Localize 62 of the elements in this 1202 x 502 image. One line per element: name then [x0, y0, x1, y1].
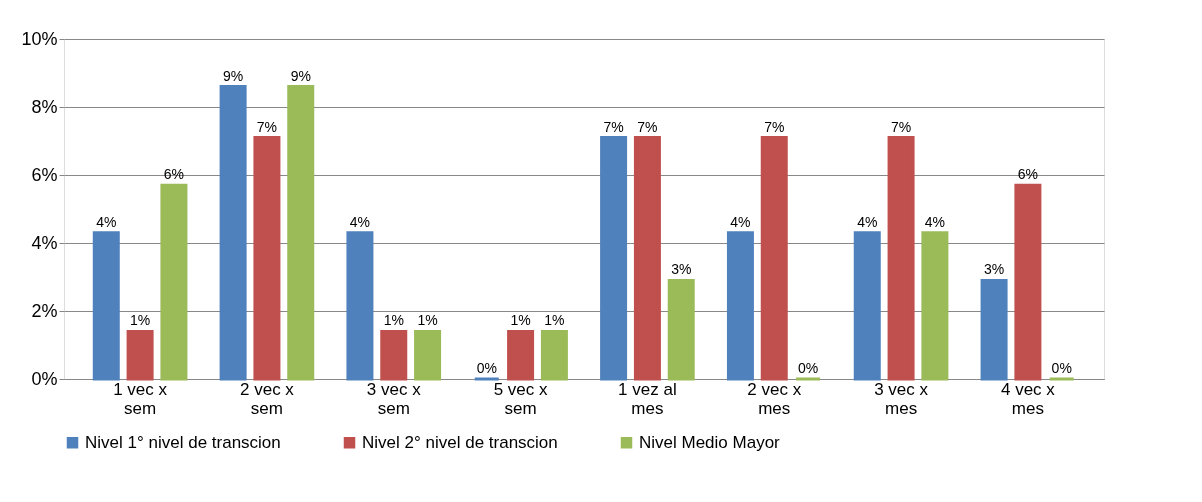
bar [853, 231, 881, 381]
bar [160, 183, 188, 381]
y-tick-label: 0% [31, 368, 58, 389]
bar [219, 85, 247, 381]
bar [980, 278, 1008, 381]
data-label: 1% [417, 312, 438, 329]
bar [126, 329, 154, 381]
y-tick-label: 6% [31, 164, 58, 185]
data-label: 3% [671, 261, 692, 278]
data-label: 0% [1051, 360, 1072, 376]
data-label: 0% [797, 360, 819, 376]
data-label: 4% [96, 213, 117, 230]
bar [507, 329, 535, 381]
x-tick-label: 2 vec x mes [747, 379, 802, 418]
y-tick-label: 2% [31, 300, 58, 321]
bar [287, 85, 315, 381]
x-tick-label: 1 vez al mes [618, 379, 677, 418]
legend-label: Nivel 2° nivel de transcion [362, 432, 558, 452]
x-tick-label: 2 vec x sem [240, 379, 295, 418]
bar [633, 136, 661, 381]
x-tick-label: 1 vec x sem [113, 379, 168, 418]
data-label: 4% [730, 213, 751, 230]
bar [726, 231, 754, 381]
data-label: 6% [163, 166, 185, 183]
data-label: 9% [222, 67, 244, 84]
data-label: 7% [637, 118, 658, 135]
data-label: 1% [383, 312, 404, 329]
x-tick-label: 4 vec x mes [1000, 379, 1056, 418]
data-label: 0% [476, 360, 497, 376]
bar [667, 278, 695, 381]
bar [887, 136, 915, 381]
y-tick-label: 4% [31, 232, 58, 253]
bar [540, 329, 568, 381]
data-label: 1% [510, 312, 531, 329]
bar [380, 329, 408, 381]
data-label: 7% [764, 118, 785, 135]
data-label: 3% [983, 261, 1005, 278]
legend-label: Nivel Medio Mayor [639, 432, 781, 452]
bar [253, 136, 281, 381]
data-label: 7% [603, 118, 624, 135]
data-label: 9% [290, 67, 311, 84]
y-tick-label: 10% [21, 28, 58, 49]
bar [414, 329, 442, 381]
data-label: 1% [129, 312, 151, 329]
data-label: 4% [924, 213, 946, 230]
y-tick-label: 8% [31, 96, 58, 117]
bar [600, 136, 628, 381]
x-tick-label: 5 vec x sem [493, 379, 549, 418]
data-label: 4% [857, 213, 878, 230]
bar [92, 231, 120, 381]
bar [1014, 183, 1042, 381]
bar [346, 231, 374, 381]
legend-label: Nivel 1° nivel de transcion [85, 432, 281, 452]
data-label: 4% [349, 213, 371, 230]
data-label: 7% [890, 118, 912, 135]
bar [760, 136, 788, 381]
data-label: 7% [256, 118, 278, 135]
data-label: 6% [1017, 166, 1039, 183]
x-tick-label: 3 vec x sem [366, 379, 422, 418]
bar [921, 231, 949, 381]
data-label: 1% [544, 312, 565, 329]
x-tick-label: 3 vec x mes [874, 379, 929, 418]
